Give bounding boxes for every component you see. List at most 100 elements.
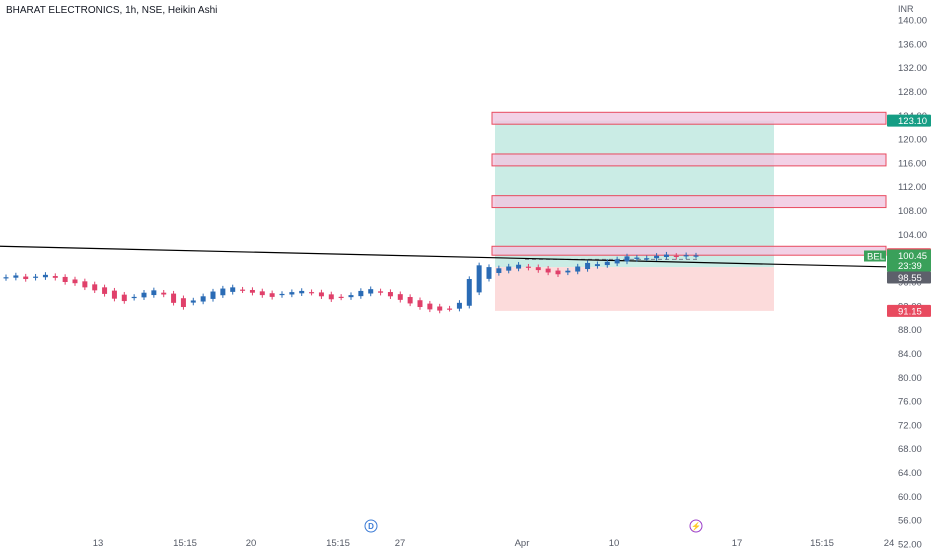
candle xyxy=(200,293,206,305)
candle xyxy=(13,272,19,281)
candle xyxy=(545,265,551,276)
target-price-tag: 123.10 xyxy=(887,114,931,127)
y-tick-label: 84.00 xyxy=(898,349,922,360)
candle xyxy=(486,264,492,282)
candle-body xyxy=(516,264,522,269)
candle-body xyxy=(663,254,669,258)
y-tick-label: 112.00 xyxy=(898,182,926,193)
candle-body xyxy=(407,297,413,304)
candle xyxy=(427,300,433,313)
candle xyxy=(407,294,413,307)
symbol-tag-text: BEL xyxy=(867,252,885,263)
candle-body xyxy=(121,294,127,302)
chart-title: BHARAT ELECTRONICS, 1h, NSE, Heikin Ashi xyxy=(6,5,218,16)
candle xyxy=(387,289,393,299)
symbol-tag-bg xyxy=(864,250,886,262)
candle-body xyxy=(368,289,374,294)
candle-body xyxy=(624,256,630,262)
candle-body xyxy=(683,255,689,257)
candle-body xyxy=(161,292,167,295)
resistance-zone-1 xyxy=(491,111,887,125)
x-tick-label: 15:15 xyxy=(326,538,350,549)
y-tick-label: 116.00 xyxy=(898,158,926,169)
candle xyxy=(358,288,364,299)
candle xyxy=(447,305,453,312)
candle xyxy=(92,281,98,294)
candle xyxy=(378,288,384,296)
x-tick-label: 27 xyxy=(395,538,406,549)
candle xyxy=(594,261,600,269)
candle xyxy=(240,286,246,294)
y-tick-label: 104.00 xyxy=(898,230,927,241)
candle-body xyxy=(693,255,699,257)
candle-body xyxy=(131,296,137,299)
candle-body xyxy=(230,287,236,292)
candle xyxy=(604,259,610,268)
last-price-tag-bg xyxy=(887,249,931,272)
y-tick-label: 80.00 xyxy=(898,373,922,384)
candle-body xyxy=(299,290,305,294)
candle-body xyxy=(180,298,186,308)
candle xyxy=(368,286,374,297)
candle-body xyxy=(171,293,177,303)
candle-body xyxy=(387,292,393,297)
candle-body xyxy=(476,265,482,293)
candle xyxy=(417,297,423,310)
resistance-zone-4 xyxy=(491,245,887,256)
y-tick-label: 108.00 xyxy=(898,206,927,217)
earnings-marker-text: ⚡ xyxy=(691,521,701,531)
candle-body xyxy=(240,289,246,291)
candle xyxy=(82,278,88,291)
trendline-price-tag: 98.55 xyxy=(887,271,931,284)
candle xyxy=(121,291,127,304)
profit-zone xyxy=(495,120,774,268)
candle-body xyxy=(565,270,571,273)
candle-body xyxy=(200,296,206,302)
candle-body xyxy=(447,308,453,310)
y-tick-label: 128.00 xyxy=(898,87,927,98)
candle xyxy=(52,273,58,281)
candle xyxy=(624,253,630,265)
candle-body xyxy=(3,277,9,279)
candle xyxy=(210,288,216,302)
candle xyxy=(585,260,591,272)
candle xyxy=(102,284,108,297)
candle xyxy=(190,297,196,306)
candle-body xyxy=(496,268,502,273)
candle-body xyxy=(318,292,324,297)
candle xyxy=(318,289,324,299)
candle-body xyxy=(437,306,443,311)
candle-body xyxy=(111,290,117,299)
candle xyxy=(161,290,167,298)
candle-body xyxy=(141,292,147,298)
candle-body xyxy=(466,279,472,306)
candle-body xyxy=(417,300,423,308)
candle xyxy=(516,262,522,272)
candle xyxy=(506,263,512,274)
candle xyxy=(42,272,48,280)
candle-body xyxy=(456,302,462,309)
candle xyxy=(279,291,285,298)
x-tick-label: 20 xyxy=(246,538,257,549)
x-tick-label: 13 xyxy=(93,538,104,549)
candle xyxy=(437,303,443,314)
candle xyxy=(644,255,650,261)
candle xyxy=(171,290,177,306)
y-tick-label: 120.00 xyxy=(898,135,927,146)
candle xyxy=(456,300,462,312)
candle xyxy=(683,252,689,260)
candle-body xyxy=(427,303,433,310)
candle xyxy=(33,273,39,281)
candle-body xyxy=(397,294,403,300)
candle xyxy=(693,252,699,259)
y-tick-label: 60.00 xyxy=(898,492,922,503)
candle-body xyxy=(525,266,531,268)
candle-body xyxy=(338,296,344,299)
trendline xyxy=(0,245,887,268)
time-axis: 13 15:15 20 15:15 27 Apr 10 17 15:15 24 D ⚡ xyxy=(93,519,894,549)
candle-body xyxy=(249,289,255,293)
candle xyxy=(476,262,482,296)
stop-price-tag-bg xyxy=(887,304,931,317)
